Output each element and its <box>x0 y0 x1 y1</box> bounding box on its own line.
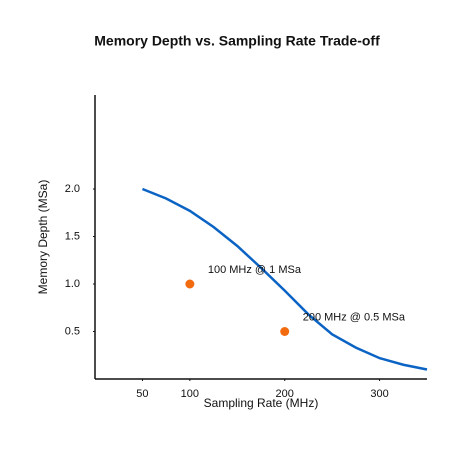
point <box>185 279 195 289</box>
x-tick-label: 200 <box>276 388 294 400</box>
y-tick-label: 1.5 <box>65 230 80 242</box>
y-tick-label: 2.0 <box>65 183 80 195</box>
x-tick-label: 300 <box>370 388 388 400</box>
curve <box>141 187 428 371</box>
point <box>280 327 290 336</box>
chart-title: Memory Depth vs. Sampling Rate Trade-off <box>94 33 380 49</box>
y-tick-label: 0.5 <box>65 325 80 337</box>
x-axis-label: Sampling Rate (MHz) <box>204 396 319 410</box>
x-tick-label: 100 <box>181 388 199 400</box>
annotation: 100 MHz @ 1 MSa <box>208 264 302 276</box>
annotation: 200 MHz @ 0.5 MSa <box>303 311 406 323</box>
y-tick-label: 1.0 <box>65 278 80 290</box>
x-tick-label: 50 <box>136 388 148 400</box>
y-axis-label: Memory Depth (MSa) <box>36 180 50 295</box>
